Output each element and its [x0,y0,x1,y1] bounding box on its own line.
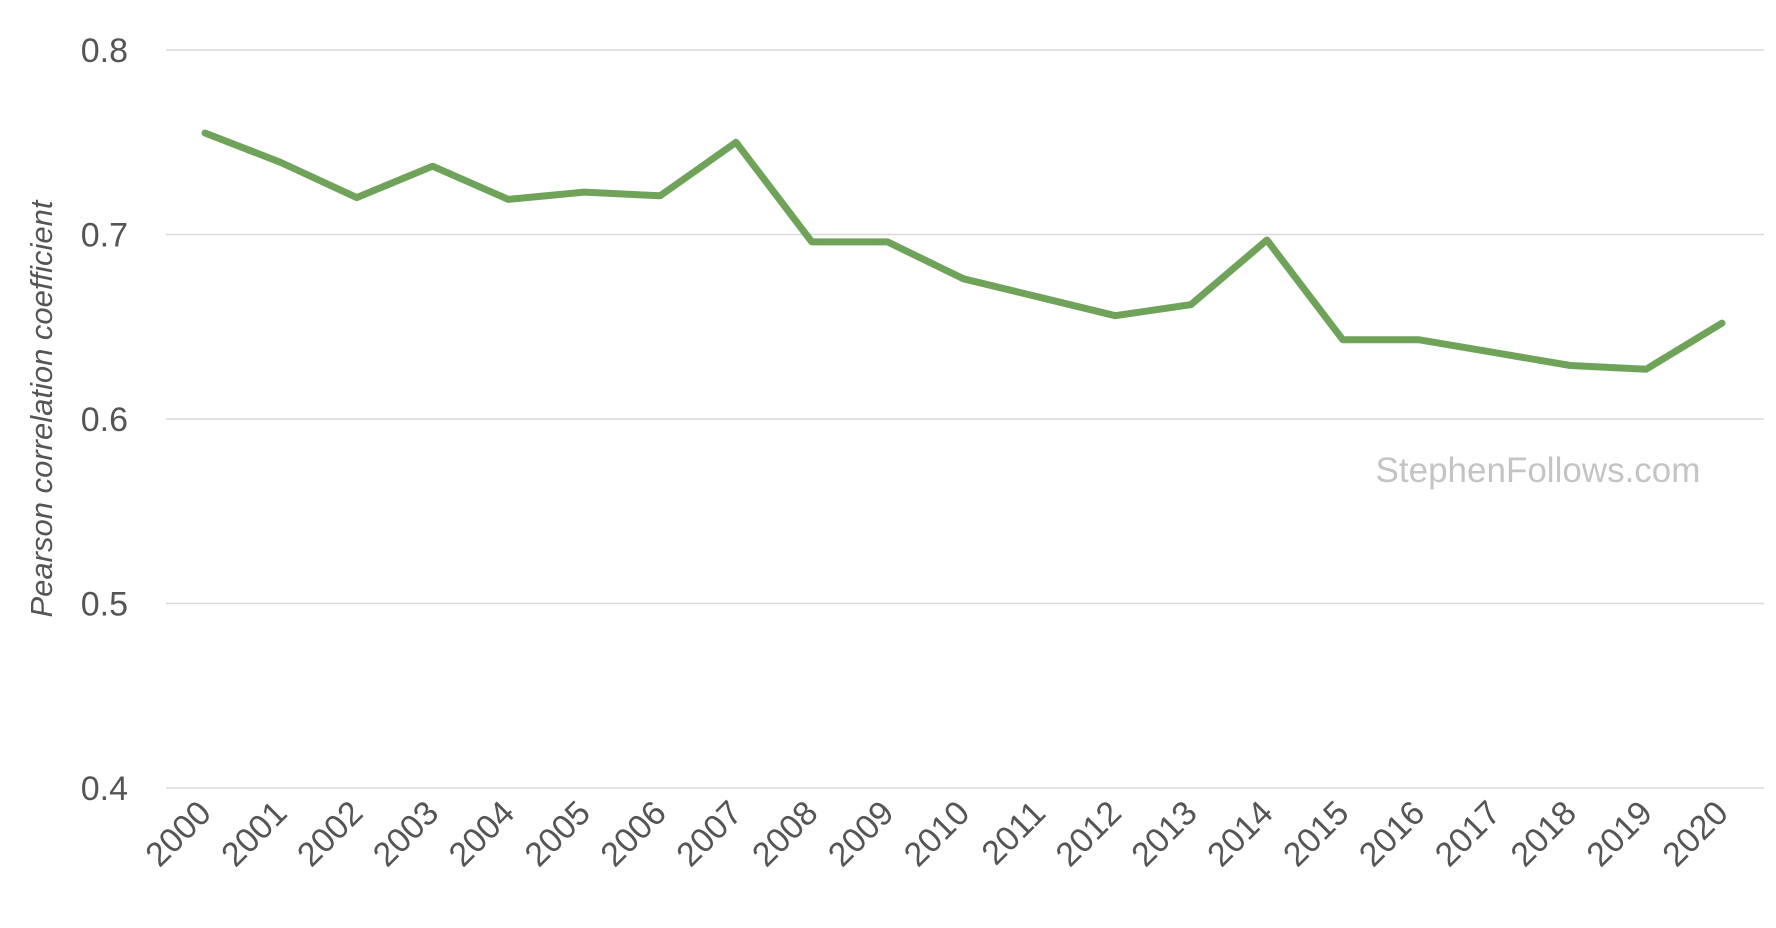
x-tick-label: 2018 [1504,794,1584,874]
x-tick-label: 2017 [1428,794,1508,874]
x-tick-label: 2005 [518,794,598,874]
x-tick-label: 2001 [214,794,294,874]
x-tick-label: 2003 [366,794,446,874]
y-tick-label: 0.6 [81,401,128,439]
series-line [201,129,1726,373]
x-tick-label: 2016 [1352,794,1432,874]
x-tick-label: 2020 [1655,794,1735,874]
x-tick-label: 2006 [593,794,673,874]
x-tick-label: 2012 [1049,794,1129,874]
x-axis-ticks: 2000200120022003200420052006200720082009… [138,794,1735,874]
x-tick-label: 2009 [821,794,901,874]
y-tick-label: 0.7 [81,217,128,255]
series-group [201,129,1726,373]
y-axis-label: Pearson correlation coefficient [24,199,59,617]
watermark: StephenFollows.com [1376,451,1701,490]
x-tick-label: 2007 [669,794,749,874]
x-tick-label: 2014 [1200,794,1280,874]
x-tick-label: 2015 [1276,794,1356,874]
x-tick-label: 2008 [745,794,825,874]
y-tick-label: 0.4 [81,770,128,808]
y-axis-ticks: 0.4 0.5 0.6 0.7 0.8 [81,32,128,808]
x-tick-label: 2002 [290,794,370,874]
x-tick-label: 2019 [1579,794,1659,874]
x-tick-label: 2013 [1124,794,1204,874]
gridlines [166,49,1764,789]
x-tick-label: 2000 [138,794,218,874]
x-tick-label: 2010 [897,794,977,874]
x-tick-label: 2004 [442,794,522,874]
x-tick-label: 2011 [974,794,1053,873]
y-tick-label: 0.8 [81,32,128,70]
y-tick-label: 0.5 [81,586,128,624]
